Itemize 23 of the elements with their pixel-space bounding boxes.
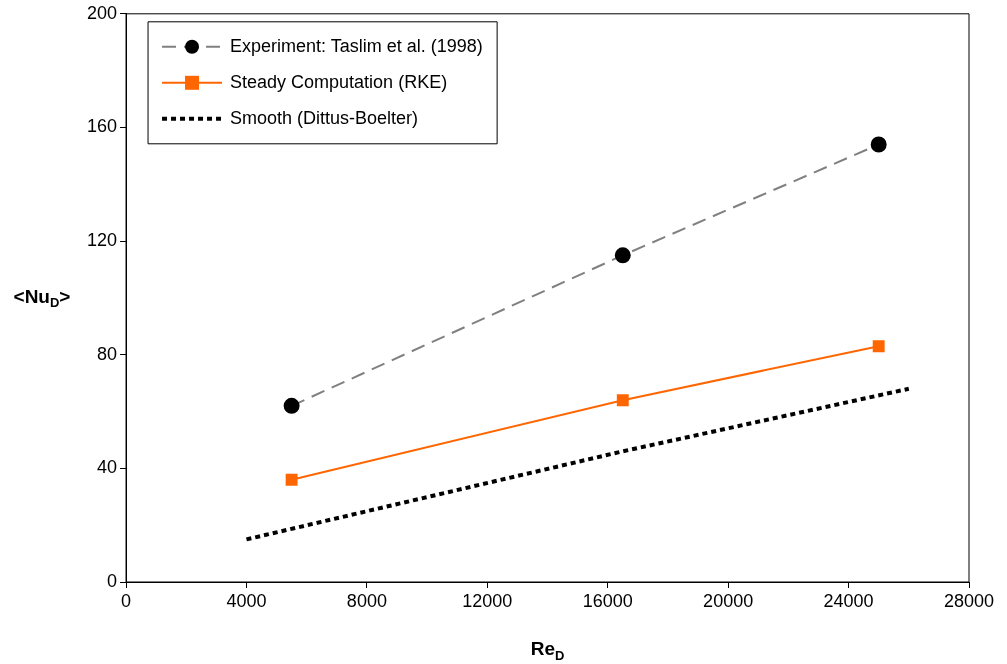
y-tick-label: 0 xyxy=(107,570,118,591)
y-tick-label: 40 xyxy=(97,457,118,478)
y-tick-label: 80 xyxy=(97,343,118,364)
x-tick-label: 24000 xyxy=(823,590,874,611)
x-tick-label: 8000 xyxy=(346,590,387,611)
y-tick-label: 160 xyxy=(86,116,118,137)
x-tick-label: 28000 xyxy=(943,590,995,611)
legend-label: Experiment: Taslim et al. (1998) xyxy=(230,35,483,56)
x-tick-label: 4000 xyxy=(226,590,267,611)
point xyxy=(616,394,629,407)
point xyxy=(872,340,885,353)
x-tick-label: 20000 xyxy=(703,590,754,611)
x-tick-label: 0 xyxy=(121,590,132,611)
point xyxy=(870,136,887,153)
y-tick-label: 120 xyxy=(86,230,118,251)
x-tick-label: 16000 xyxy=(582,590,633,611)
legend-label: Smooth (Dittus-Boelter) xyxy=(230,107,419,128)
point xyxy=(285,473,298,486)
point xyxy=(283,397,300,414)
legend-label: Steady Computation (RKE) xyxy=(230,71,448,92)
point xyxy=(614,247,631,264)
y-tick-label: 200 xyxy=(86,2,118,23)
x-tick-label: 12000 xyxy=(462,590,513,611)
